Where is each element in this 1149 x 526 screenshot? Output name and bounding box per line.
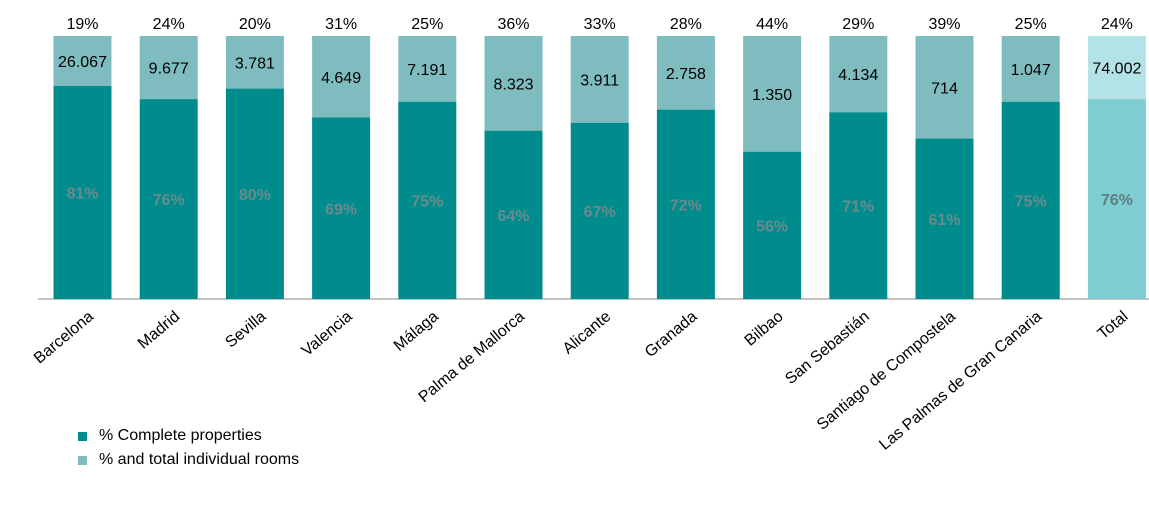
data-label-complete-sevilla: 80% — [239, 187, 271, 204]
data-label-rooms-total-sevilla: 3.781 — [235, 55, 275, 72]
data-label-rooms-pct-barcelona: 19% — [66, 16, 98, 33]
bar-rooms-santiago-de-compostela — [915, 36, 974, 139]
bar-rooms-palma-de-mallorca — [484, 36, 543, 131]
legend-label-complete: % Complete properties — [99, 427, 262, 444]
bar-complete-bilbao — [743, 151, 802, 299]
bar-complete-las-palmas-de-gran-canaria — [1001, 101, 1060, 299]
bar-complete-madrid — [139, 99, 198, 300]
bar-rooms-bilbao — [743, 36, 802, 152]
data-label-complete-barcelona: 81% — [66, 185, 98, 202]
data-label-rooms-pct-sevilla: 20% — [239, 16, 271, 33]
data-label-rooms-pct-san-sebastian: 29% — [842, 16, 874, 33]
data-label-complete-alicante: 67% — [584, 204, 616, 221]
bar-complete-sevilla — [225, 88, 284, 299]
data-label-rooms-total-granada: 2.758 — [666, 66, 706, 83]
bar-rooms-total — [1087, 36, 1146, 100]
data-label-rooms-total-santiago-de-compostela: 714 — [931, 80, 958, 97]
legend-label-rooms: % and total individual rooms — [99, 451, 300, 468]
data-label-rooms-total-alicante: 3.911 — [580, 72, 619, 89]
bar-complete-total — [1087, 99, 1146, 300]
data-label-rooms-pct-santiago-de-compostela: 39% — [928, 16, 960, 33]
bar-complete-san-sebastian — [829, 112, 888, 300]
x-tick-label-alicante: Alicante — [560, 308, 615, 358]
data-label-complete-santiago-de-compostela: 61% — [928, 212, 960, 229]
data-label-rooms-total-malaga: 7.191 — [407, 62, 447, 79]
bar-rooms-madrid — [139, 36, 198, 100]
data-label-rooms-pct-madrid: 24% — [153, 16, 185, 33]
data-label-rooms-pct-total: 24% — [1101, 16, 1133, 33]
bar-rooms-valencia — [312, 36, 371, 118]
x-tick-label-barcelona: Barcelona — [31, 308, 97, 367]
bar-complete-malaga — [398, 101, 457, 299]
bar-complete-barcelona — [53, 85, 112, 299]
data-label-rooms-total-madrid: 9.677 — [149, 61, 189, 78]
bar-rooms-san-sebastian — [829, 36, 888, 113]
data-label-rooms-pct-bilbao: 44% — [756, 16, 788, 33]
legend-swatch-rooms — [78, 455, 87, 465]
x-tick-label-total: Total — [1095, 308, 1132, 343]
bar-complete-santiago-de-compostela — [915, 138, 974, 299]
data-label-complete-granada: 72% — [670, 197, 702, 214]
data-label-complete-madrid: 76% — [153, 192, 185, 209]
bar-complete-alicante — [570, 122, 629, 299]
x-tick-label-malaga: Málaga — [391, 308, 442, 355]
legend-swatch-complete — [78, 431, 87, 441]
data-label-complete-total: 76% — [1101, 192, 1133, 209]
x-tick-label-valencia: Valencia — [299, 308, 356, 360]
legend: % Complete properties % and total indivi… — [78, 424, 299, 472]
data-label-rooms-total-bilbao: 1.350 — [752, 87, 792, 104]
bar-complete-granada — [656, 109, 715, 299]
bar-complete-palma-de-mallorca — [484, 130, 543, 299]
data-label-complete-palma-de-mallorca: 64% — [497, 208, 529, 225]
x-tick-label-las-palmas-de-gran-canaria: Las Palmas de Gran Canaria — [876, 308, 1045, 454]
data-label-rooms-pct-palma-de-mallorca: 36% — [497, 16, 529, 33]
x-tick-label-madrid: Madrid — [135, 308, 183, 352]
bar-rooms-las-palmas-de-gran-canaria — [1001, 36, 1060, 102]
bar-rooms-malaga — [398, 36, 457, 102]
data-label-complete-bilbao: 56% — [756, 218, 788, 235]
x-tick-label-granada: Granada — [642, 308, 701, 361]
data-label-rooms-total-palma-de-mallorca: 8.323 — [493, 76, 533, 93]
data-label-rooms-total-total: 74.002 — [1092, 61, 1141, 78]
data-label-rooms-total-barcelona: 26.067 — [58, 54, 107, 71]
x-tick-label-santiago-de-compostela: Santiago de Compostela — [814, 308, 959, 434]
bar-rooms-barcelona — [53, 36, 112, 86]
data-label-complete-las-palmas-de-gran-canaria: 75% — [1015, 193, 1047, 210]
data-label-rooms-pct-granada: 28% — [670, 16, 702, 33]
bars-group: 19% 26.067 81% Barcelona 24% 9.677 76% Madrid 20… — [31, 16, 1146, 454]
legend-item-complete: % Complete properties — [78, 424, 299, 448]
x-tick-label-sevilla: Sevilla — [222, 308, 269, 351]
x-tick-label-san-sebastian: San Sebastián — [782, 308, 873, 388]
data-label-complete-valencia: 69% — [325, 201, 357, 218]
data-label-complete-san-sebastian: 71% — [842, 199, 874, 216]
legend-item-rooms: % and total individual rooms — [78, 448, 299, 472]
bar-rooms-sevilla — [225, 36, 284, 89]
x-tick-label-bilbao: Bilbao — [742, 308, 787, 350]
data-label-rooms-pct-malaga: 25% — [411, 16, 443, 33]
data-label-rooms-pct-valencia: 31% — [325, 16, 357, 33]
bar-rooms-granada — [656, 36, 715, 110]
data-label-rooms-total-valencia: 4.649 — [321, 70, 361, 87]
data-label-rooms-total-las-palmas-de-gran-canaria: 1.047 — [1011, 62, 1051, 79]
bar-rooms-alicante — [570, 36, 629, 123]
data-label-rooms-pct-alicante: 33% — [584, 16, 616, 33]
data-label-rooms-pct-las-palmas-de-gran-canaria: 25% — [1015, 16, 1047, 33]
data-label-rooms-total-san-sebastian: 4.134 — [838, 67, 878, 84]
bar-complete-valencia — [312, 117, 371, 299]
data-label-complete-malaga: 75% — [411, 193, 443, 210]
